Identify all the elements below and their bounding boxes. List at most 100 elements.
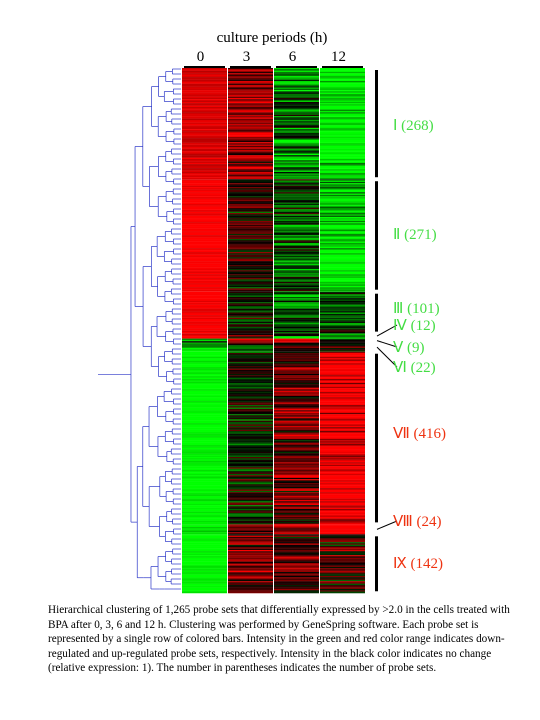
heatmap-cell [274,155,319,157]
heatmap-cell [182,231,227,233]
heatmap-cell [228,492,273,494]
heatmap-cell [228,375,273,377]
heatmap-cell [182,547,227,549]
heatmap-cell [182,355,227,358]
column-bracket-12 [322,66,363,69]
heatmap-cell [274,538,319,540]
heatmap-cell [320,394,365,397]
heatmap-cell [182,360,227,363]
heatmap-cell [228,68,273,70]
heatmap-cell [182,582,227,584]
heatmap-cell [274,213,319,215]
heatmap-cell [274,315,319,317]
heatmap-cell [320,78,365,80]
heatmap-cell [320,236,365,238]
heatmap-cell [274,288,319,290]
heatmap-cell [182,530,227,533]
heatmap-cell [274,575,319,578]
heatmap-cell [228,539,273,542]
heatmap-cell [228,248,273,250]
heatmap-cell [320,114,365,117]
heatmap-cell [274,231,319,233]
heatmap-cell [320,309,365,312]
heatmap-cell [320,288,365,290]
heatmap-cell [182,420,227,423]
heatmap-cell [274,403,319,406]
heatmap-cell [228,368,273,371]
heatmap-cell [274,232,319,235]
heatmap-cell [182,104,227,106]
heatmap-cell [228,131,273,134]
heatmap-cell [274,263,319,266]
heatmap-cell [182,280,227,283]
heatmap-cell [228,346,273,348]
heatmap-cell [320,507,365,510]
heatmap-cell [228,360,273,363]
heatmap-figure: culture periods (h) 0 3 6 12 Ⅰ (268)Ⅱ (271)… [98,30,446,594]
heatmap-cell [182,509,227,511]
heatmap-cell [228,403,273,406]
heatmap-cell [274,109,319,112]
heatmap-cell [182,133,227,135]
heatmap-cell [274,441,319,443]
heatmap-cell [320,302,365,304]
heatmap-cell [274,557,319,560]
heatmap-cell [182,349,227,351]
heatmap-cell [228,499,273,502]
heatmap-cell [228,284,273,287]
heatmap-cell [274,587,319,590]
heatmap-cell [228,144,273,147]
heatmap-cell [228,423,273,425]
heatmap-cell [274,423,319,425]
heatmap-cell [320,337,365,339]
heatmap-cell [228,373,273,376]
heatmap-cell [182,512,227,515]
heatmap-cell [228,127,273,130]
heatmap-cell [182,444,227,446]
heatmap-cell [274,518,319,520]
heatmap-cell [274,224,319,227]
heatmap-cell [182,494,227,497]
heatmap-cell [320,457,365,459]
heatmap-cell [182,140,227,143]
heatmap-cell [274,578,319,581]
heatmap-cell [228,166,273,169]
heatmap-cell [320,279,365,281]
heatmap-cell [320,386,365,389]
heatmap-cell [182,390,227,393]
heatmap-cell [228,562,273,565]
heatmap-cell [274,451,319,454]
heatmap-cell [274,169,319,171]
heatmap-cell [320,284,365,287]
heatmap-cell [274,544,319,547]
heatmap-cell [228,555,273,557]
heatmap-cell [274,333,319,336]
heatmap-cell [274,591,319,594]
heatmap-cell [274,87,319,89]
heatmap-cell [182,139,227,141]
heatmap-cell [182,271,227,274]
heatmap-cell [228,557,273,560]
heatmap-cell [274,579,319,582]
heatmap-cell [182,236,227,238]
heatmap-cell [320,200,365,202]
heatmap-cell [228,73,273,75]
heatmap-cell [228,437,273,440]
heatmap-cell [320,281,365,284]
heatmap-cell [228,342,273,345]
heatmap-cell [274,284,319,287]
heatmap-cell [228,294,273,296]
heatmap-cell [182,248,227,250]
cluster-labels: Ⅰ (268)Ⅱ (271)Ⅲ (101)Ⅳ (12)Ⅴ (9)Ⅵ (22)Ⅶ … [393,118,446,572]
heatmap-cell [320,166,365,169]
heatmap-cell [320,577,365,579]
heatmap-cell [228,254,273,257]
heatmap-cell [228,551,273,553]
heatmap-cell [274,359,319,362]
heatmap-cell [320,190,365,193]
heatmap-cell [182,92,227,95]
heatmap-cell [274,215,319,218]
heatmap-cell [182,302,227,304]
heatmap-cell [274,379,319,381]
heatmap-cell [274,121,319,123]
